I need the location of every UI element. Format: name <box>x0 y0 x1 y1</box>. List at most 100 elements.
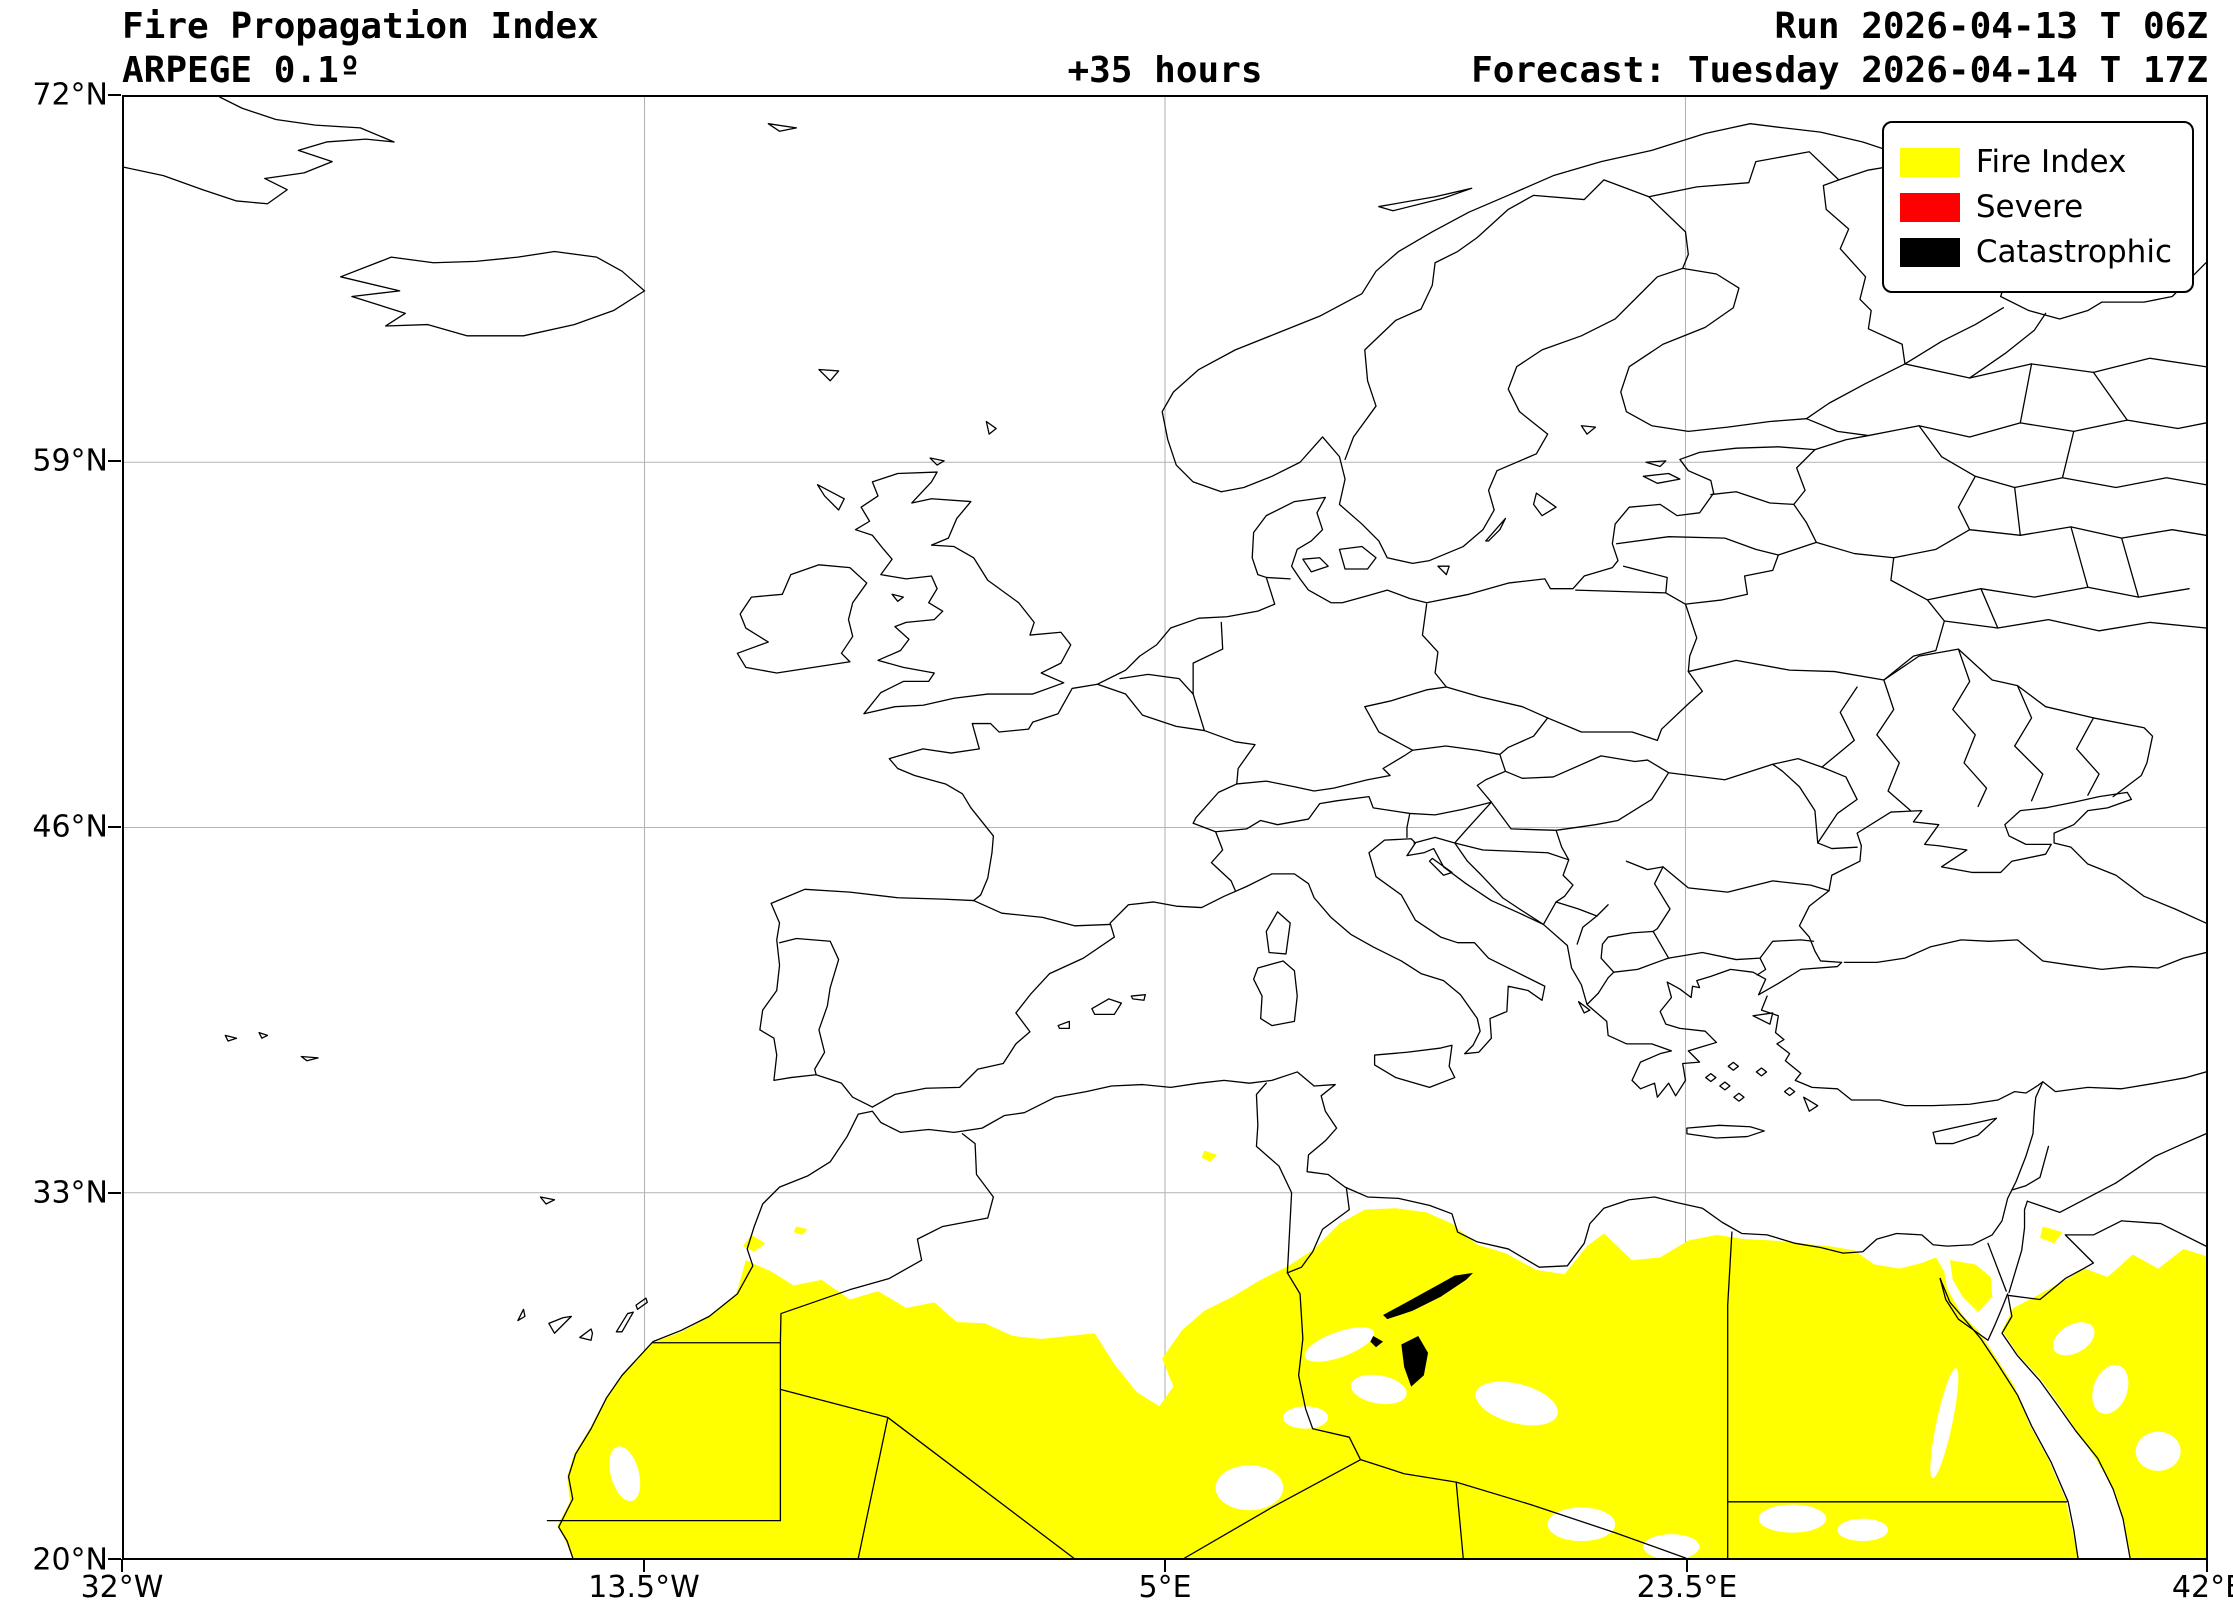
country-border <box>1455 843 1569 860</box>
country-border <box>2027 1183 2116 1213</box>
country-border <box>1256 1083 1291 1273</box>
island-outline <box>819 370 839 381</box>
coastline <box>760 268 1869 1107</box>
country-border <box>1455 843 1544 924</box>
fire-index-area <box>793 1226 808 1235</box>
country-border <box>2012 1146 2049 1190</box>
country-border <box>1944 620 2206 631</box>
island-outline <box>768 124 796 132</box>
island-outline <box>518 1309 525 1320</box>
y-axis-label-59n: 59°N <box>32 443 108 479</box>
island-outline <box>1266 912 1290 954</box>
country-border <box>1556 902 1597 916</box>
x-tick <box>1686 1559 1688 1572</box>
x-axis-label-42e: 42°E <box>2171 1570 2233 1604</box>
island-outline <box>1534 493 1557 515</box>
fire-index-gap <box>609 1446 641 1502</box>
catastrophic-area <box>1370 1336 1384 1348</box>
x-axis-label-5e: 5°E <box>1138 1570 1192 1604</box>
coastline <box>872 839 1765 1107</box>
country-border <box>1653 867 1813 960</box>
country-border <box>1773 764 1857 848</box>
model-subtitle: ARPEGE 0.1º <box>122 50 361 91</box>
fire-index-layer <box>557 1150 2206 1558</box>
country-border <box>2077 718 2100 795</box>
country-border <box>1365 604 1447 750</box>
country-border <box>780 1134 993 1343</box>
island-outline <box>1753 1013 1773 1024</box>
y-axis-label-20n: 20°N <box>32 1542 108 1578</box>
x-tick <box>121 1559 123 1572</box>
coastline <box>124 97 394 204</box>
y-tick <box>108 826 121 828</box>
x-axis-label-13-5w: 13.5°W <box>588 1570 700 1604</box>
island-outline <box>930 458 944 465</box>
fire-index-area <box>742 1234 766 1252</box>
country-border <box>1216 797 1492 832</box>
fire-index-area <box>2040 1226 2063 1244</box>
country-border <box>1868 420 2206 437</box>
country-border <box>1287 1273 1360 1460</box>
island-outline <box>1643 473 1680 483</box>
fire-index-gap <box>1215 1465 1284 1511</box>
island-outline <box>1581 426 1595 434</box>
country-border <box>1237 750 1413 791</box>
country-border <box>1345 152 1905 460</box>
country-border <box>1617 537 1779 604</box>
country-border <box>1266 577 1290 578</box>
fire-index-area <box>557 1208 2078 1558</box>
island-outline <box>341 252 645 336</box>
lead-time-label: +35 hours <box>1067 50 1263 91</box>
legend-row-severe: Severe <box>1899 189 2172 225</box>
country-border <box>780 938 839 1074</box>
country-border <box>1648 759 1858 843</box>
country-border <box>1988 1243 2006 1291</box>
island-outline <box>259 1033 267 1039</box>
country-border <box>1548 566 1703 740</box>
island-outline <box>1058 1021 1069 1028</box>
island-outline <box>737 565 866 673</box>
country-border <box>1414 802 1491 843</box>
country-border <box>2116 1134 2206 1183</box>
page-title: Fire Propagation Index <box>122 6 599 47</box>
island-outline <box>892 594 903 601</box>
legend: Fire Index Severe Catastrophic <box>1881 121 2194 293</box>
fire-index-gap <box>2053 1322 2095 1356</box>
coastline <box>1940 1278 2078 1558</box>
fire-index-gap <box>1304 1327 1375 1362</box>
legend-label-fire-index: Fire Index <box>1975 144 2127 180</box>
catastrophic-area <box>1383 1272 1474 1320</box>
island-outline <box>1933 1118 1996 1143</box>
island-outline <box>1734 1093 1744 1101</box>
island-outline <box>1486 518 1506 540</box>
country-border <box>1576 590 1666 593</box>
island-outline <box>1339 547 1376 569</box>
country-border <box>1711 492 1817 555</box>
y-tick <box>108 1558 121 1560</box>
island-outline <box>636 1298 647 1309</box>
island-outline <box>225 1035 236 1041</box>
country-border <box>1927 587 2189 600</box>
country-border <box>2015 686 2043 801</box>
country-border <box>1601 931 1669 972</box>
catastrophic-layer <box>1370 1272 1474 1387</box>
country-border <box>1905 358 2206 378</box>
island-outline <box>540 1197 554 1204</box>
country-border <box>2071 527 2088 587</box>
fire-index-gap <box>2092 1364 2129 1414</box>
catastrophic-area <box>1401 1336 1429 1387</box>
country-border <box>1185 1460 1361 1558</box>
country-border <box>1884 649 2153 797</box>
y-axis-label-72n: 72°N <box>32 77 108 113</box>
country-border <box>2063 431 2074 477</box>
country-border <box>858 1418 888 1558</box>
country-border <box>1491 773 1668 831</box>
country-border <box>2093 372 2127 420</box>
country-border <box>1919 426 2206 488</box>
country-border <box>1970 313 2046 378</box>
country-border <box>1794 450 1815 505</box>
fire-index-gap <box>1758 1504 1827 1533</box>
country-border <box>1877 680 1911 811</box>
country-border <box>1649 197 1688 269</box>
